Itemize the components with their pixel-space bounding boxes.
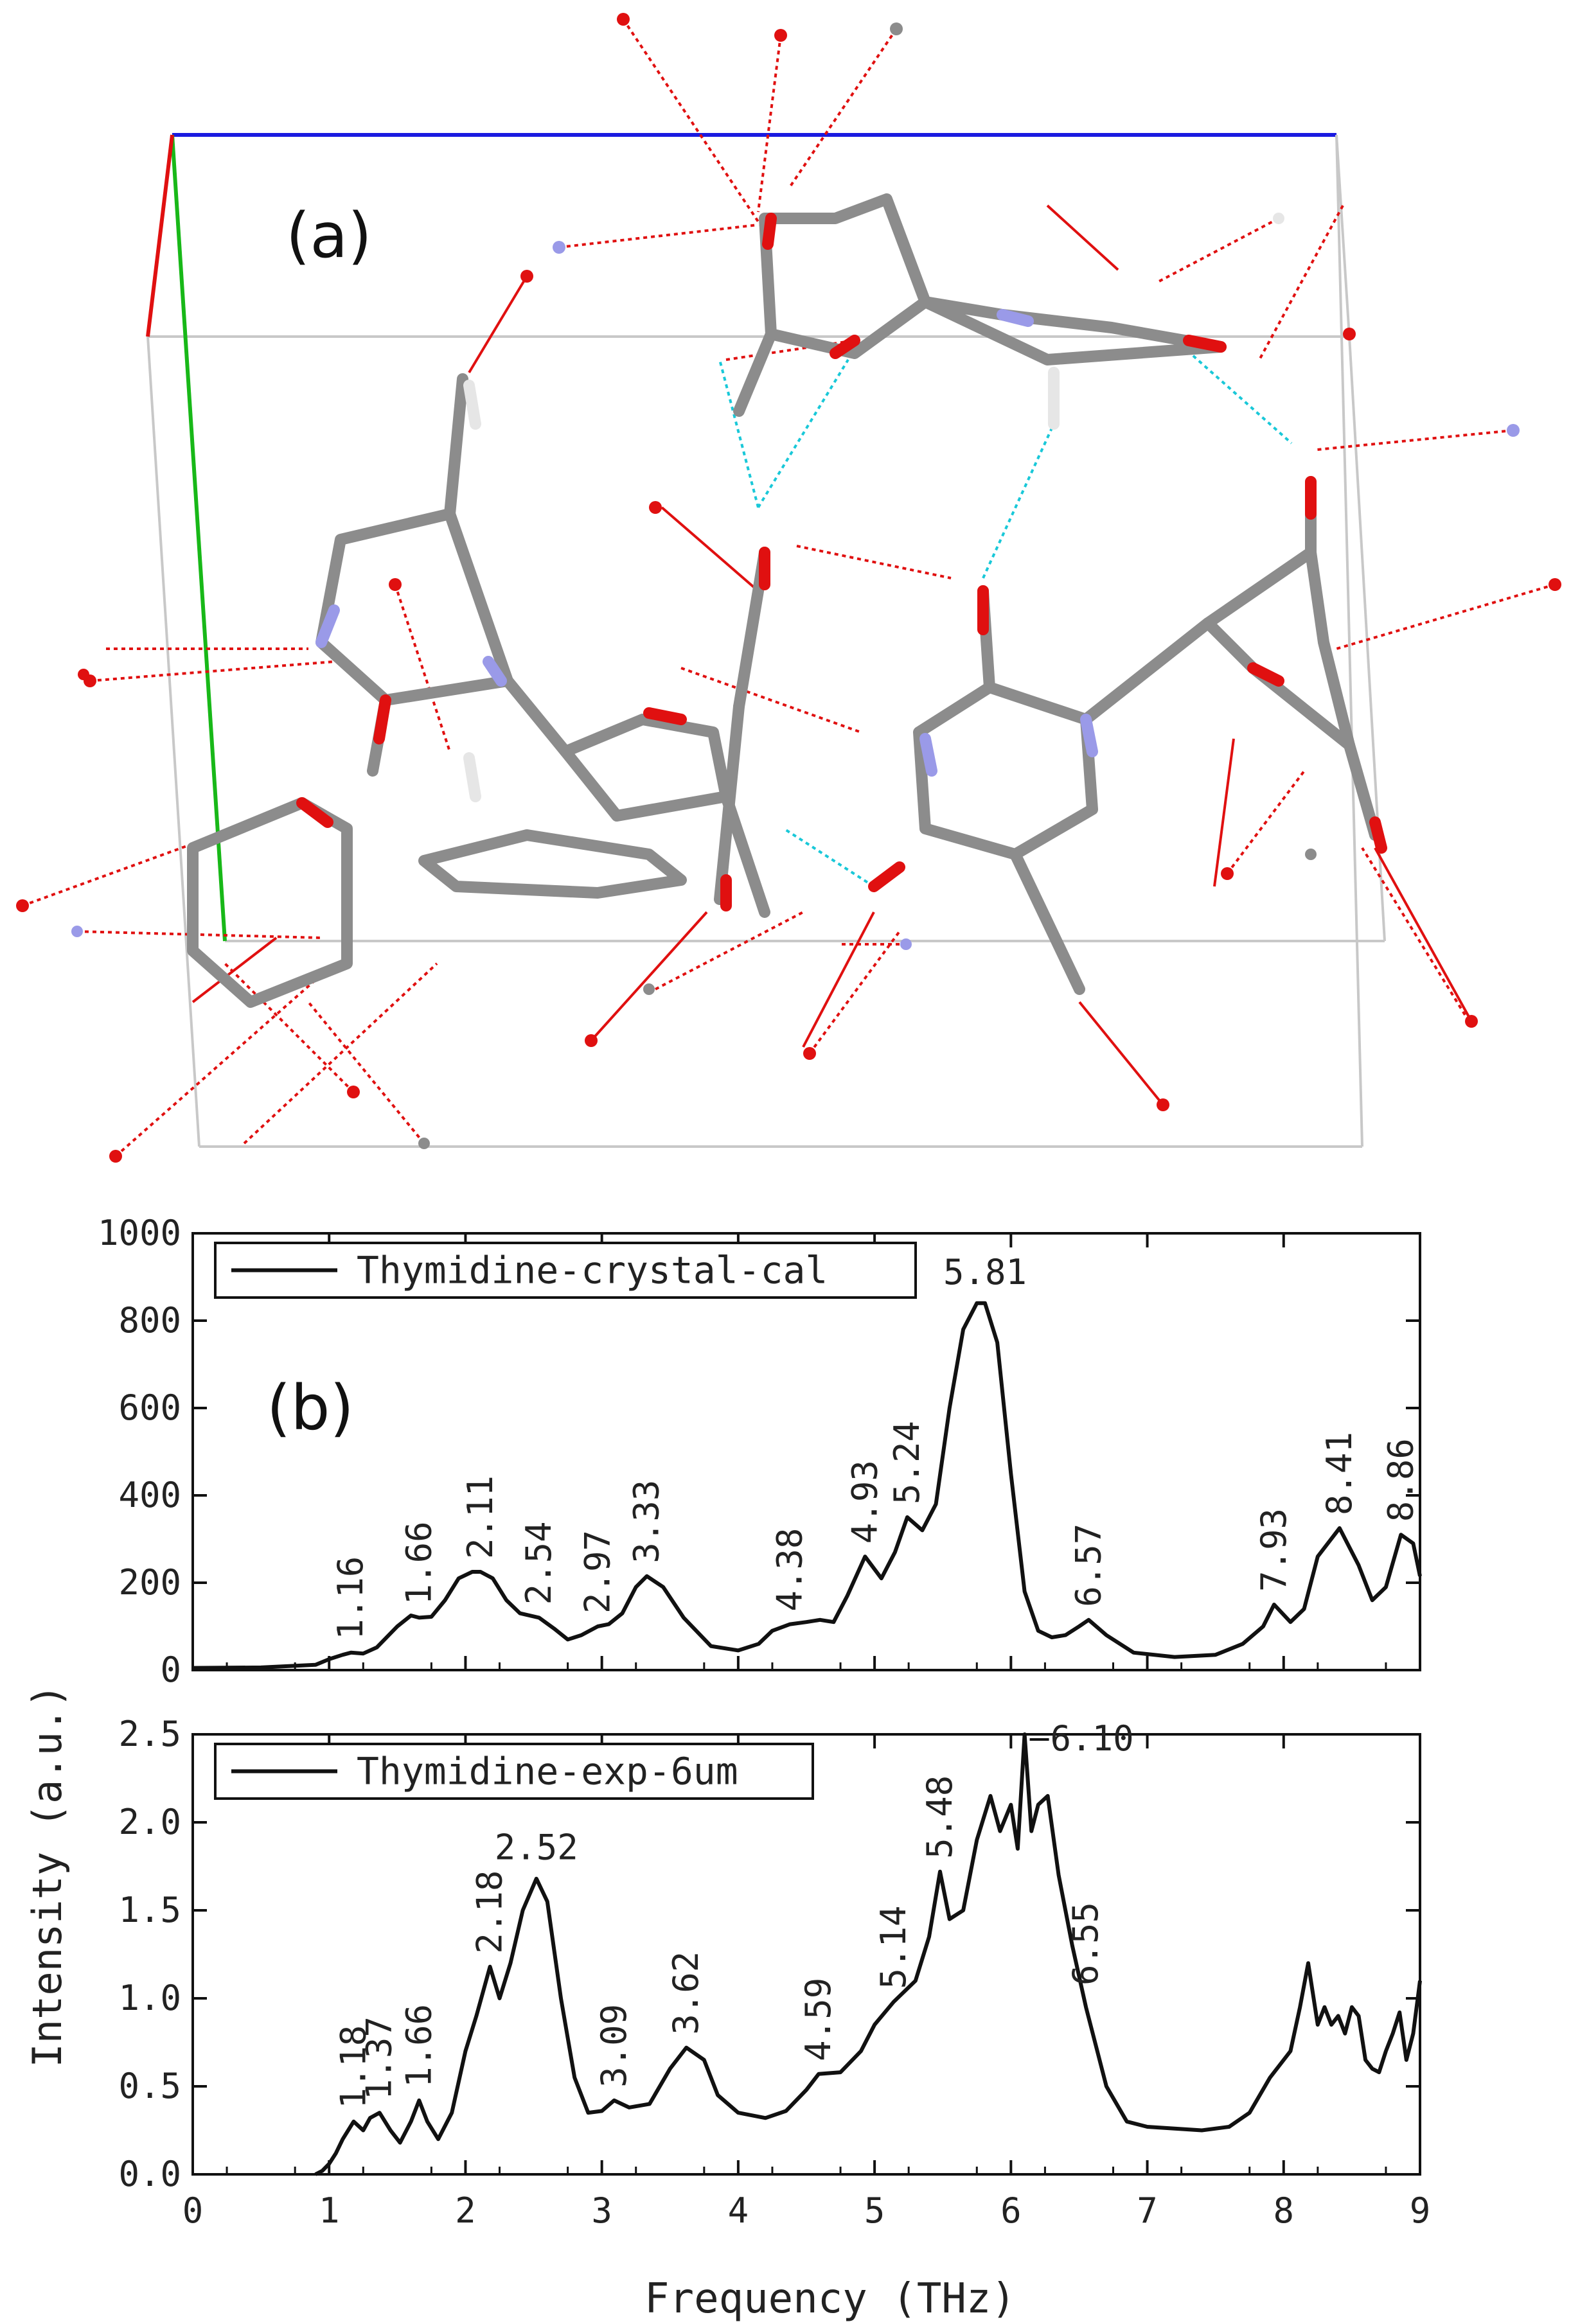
peak-label: 2.18: [470, 1871, 510, 1954]
peak-label: 5.81: [943, 1252, 1027, 1292]
peak-label: 5.48: [919, 1775, 960, 1859]
peak-label: 8.41: [1319, 1432, 1360, 1515]
series-line: [314, 1732, 1422, 2176]
spectra-panel: (b) Intensity (a.u.) Frequency (THz) 020…: [24, 1213, 1430, 2323]
hydrogen-bonds: [718, 339, 1293, 888]
y-tick-label: 0.5: [118, 2066, 181, 2106]
x-tick-label: 3: [591, 2190, 612, 2231]
panel-b-label: (b): [267, 1372, 354, 1444]
peak-label: 4.38: [770, 1528, 810, 1612]
y-tick-label: 0.0: [118, 2154, 181, 2194]
y-tick-label: 2.5: [118, 1714, 181, 1754]
peak-label: 2.11: [460, 1475, 501, 1559]
peak-label: 5.14: [873, 1905, 914, 1989]
peak-label: 2.52: [495, 1827, 578, 1868]
x-tick-label: 6: [1000, 2190, 1022, 2231]
series-line: [192, 1301, 1422, 1670]
y-tick-label: 1.5: [118, 1890, 181, 1930]
thymidine-molecules: [187, 193, 1381, 1008]
y-tick-label: 2.0: [118, 1802, 181, 1842]
peak-label: 5.24: [887, 1421, 927, 1504]
peak-label: 3.62: [666, 1951, 706, 2035]
y-tick-label: 0: [160, 1650, 181, 1690]
x-tick-label: 0: [182, 2190, 204, 2231]
legend-label: Thymidine-exp-6um: [357, 1750, 738, 1793]
peak-label: 1.66: [398, 1521, 439, 1605]
peak-label: 4.59: [798, 1978, 839, 2061]
peak-label: 3.33: [626, 1480, 667, 1563]
peak-label: 1.66: [398, 2004, 439, 2088]
plot-frame: [191, 1232, 1421, 1671]
peak-label: 1.16: [330, 1556, 371, 1640]
y-tick-label: 600: [118, 1387, 181, 1428]
contact-atoms: [16, 13, 1561, 1163]
legend-label: Thymidine-crystal-cal: [357, 1249, 828, 1292]
y-tick-label: 1.0: [118, 1978, 181, 2018]
peak-label: 1.18: [333, 2025, 373, 2109]
x-tick-label: 9: [1410, 2190, 1431, 2231]
unit-cell-box: [146, 133, 1386, 1148]
atoms: [296, 213, 1387, 911]
peak-label: 4.93: [844, 1460, 885, 1544]
peak-label: 8.86: [1380, 1438, 1421, 1522]
y-tick-label: 400: [118, 1475, 181, 1515]
crystal-structure-panel: (a): [16, 13, 1561, 1163]
y-tick-label: 1000: [98, 1213, 181, 1253]
y-axis-title: Intensity (a.u.): [24, 1684, 71, 2067]
x-tick-label: 5: [864, 2190, 885, 2231]
peak-label: 7.93: [1254, 1508, 1294, 1592]
peak-label: 6.57: [1068, 1524, 1108, 1607]
plot-frame: [191, 1733, 1421, 2176]
peak-label: 2.54: [519, 1521, 559, 1605]
x-tick-label: 7: [1137, 2190, 1158, 2231]
peak-label: 2.97: [577, 1530, 617, 1614]
chart-crystal-calculated: 0 200 400 600 800 1000 1.16 1.66 2.11 2.54 2.973.3…: [98, 1213, 1422, 1690]
x-tick-label: 2: [455, 2190, 476, 2231]
x-axis-title: Frequency (THz): [644, 2275, 1016, 2323]
x-tick-label: 4: [728, 2190, 749, 2231]
oxygen-bonds: [191, 204, 1473, 1106]
panel-a-label: (a): [286, 200, 372, 272]
chart-experimental: 0 1 2 3 4 5 6 7 8 9 0.0 0.5 1.0 1.5 2.0 2.5 1.181.371.66…: [118, 1714, 1430, 2231]
x-tick-label: 8: [1274, 2190, 1295, 2231]
peak-label: 1.37: [359, 2016, 400, 2100]
peak-label: 6.55: [1065, 1902, 1106, 1985]
y-tick-label: 200: [118, 1562, 181, 1603]
peak-label: 6.10: [1051, 1718, 1134, 1759]
peak-label: 3.09: [594, 2004, 634, 2088]
x-tick-label: 1: [319, 2190, 340, 2231]
contact-lines: [22, 18, 1556, 1158]
y-tick-label: 800: [118, 1300, 181, 1341]
